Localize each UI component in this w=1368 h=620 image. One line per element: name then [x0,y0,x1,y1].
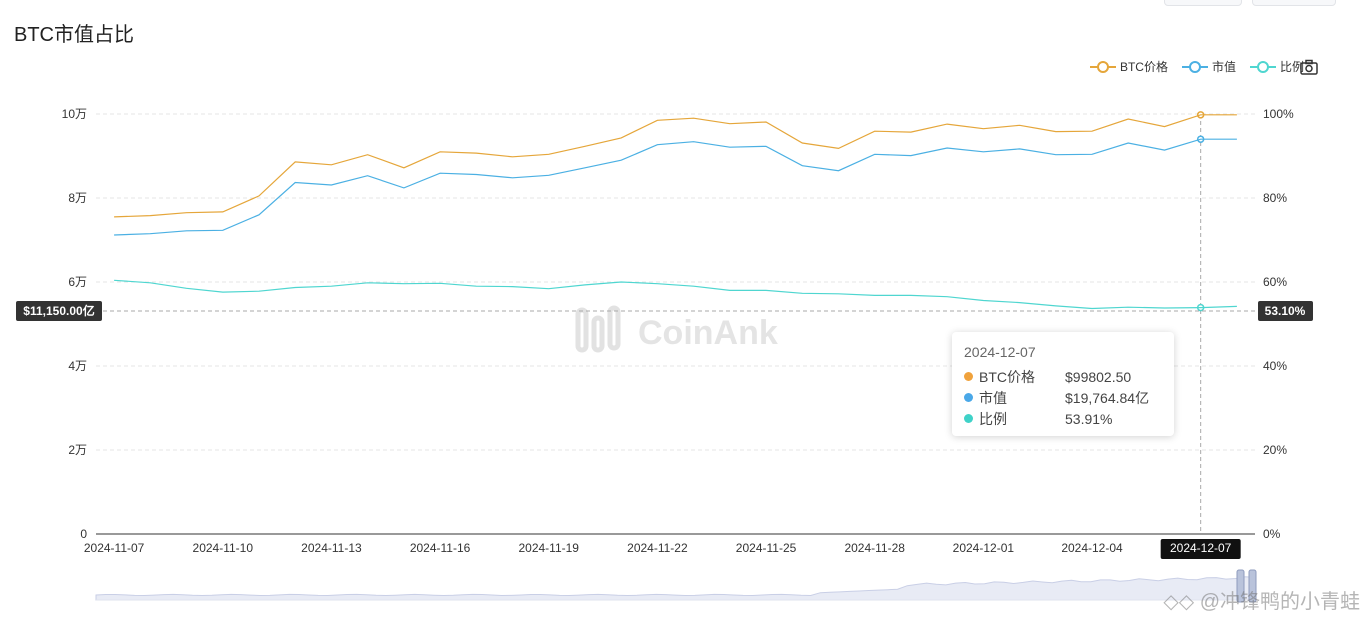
x-axis-tick-label: 2024-11-28 [844,541,905,555]
tooltip-series-value: $99802.50 [1065,368,1132,385]
camera-icon[interactable] [1300,59,1318,75]
right-axis-tick-label: 20% [1263,443,1287,457]
right-axis-tick-label: 80% [1263,191,1287,205]
right-axis-tick-label: 40% [1263,359,1287,373]
right-axis-tick-label: 60% [1263,275,1287,289]
left-axis-tick-label: 0 [80,527,87,541]
series-line[interactable] [114,279,1237,310]
axes: 0 2万 4万 6万 8万 10万 0% 20% 40% 60% 80% 100% 2024-11-07… [62,107,1294,555]
legend-label: 比例 [1279,60,1304,74]
legend-line-icon [1181,60,1208,74]
series-line[interactable] [114,114,1237,218]
data-zoom-slider[interactable] [95,569,1257,603]
left-axis-pointer-label: $11,150.00亿 [23,303,94,318]
tooltip-series-name: 比例 [979,410,1007,427]
legend-item-ratio[interactable]: 比例 [1249,58,1304,75]
right-axis-tick-label: 0% [1263,527,1281,541]
tooltip-row: BTC价格 $99802.50 [964,366,1162,387]
x-axis-tick-label: 2024-12-01 [953,541,1015,555]
zoom-overview-area [95,576,1256,601]
page-title: BTC市值占比 [14,24,134,46]
legend-item-market-cap[interactable]: 市值 [1181,58,1236,75]
x-axis-pointer-label-bg [1160,539,1241,559]
x-axis-tick-label: 2024-11-07 [84,541,145,555]
series-lines [114,114,1237,310]
teal-dot-icon [964,414,973,423]
legend-line-icon [1089,60,1116,74]
x-axis-tick-label: 2024-11-25 [736,541,797,555]
tooltip-series-value: $19,764.84亿 [1065,389,1150,406]
toolbar-tab[interactable] [1252,0,1336,6]
toolbar-tab[interactable] [1164,0,1242,6]
legend-label: BTC价格 [1119,60,1168,74]
axis-pointer: $11,150.00亿 53.10% [16,111,1313,559]
series-line[interactable] [114,138,1237,236]
left-axis-tick-label: 8万 [68,191,87,205]
coinank-watermark: CoinAnk [575,305,778,353]
x-axis-tick-label: 2024-12-07 [1170,541,1232,555]
x-axis-tick-label: 2024-12-04 [1061,541,1123,555]
wechat-icon: ◇◇ [1163,591,1195,613]
legend-item-btc-price[interactable]: BTC价格 [1089,58,1168,75]
watermark-text: CoinAnk [638,314,778,352]
footer-watermark: ◇◇ @冲锋鸭的小青蛙 [1163,591,1360,613]
orange-dot-icon [964,372,973,381]
x-axis-tick-label: 2024-11-16 [410,541,471,555]
left-axis-pointer-label-bg [16,300,102,321]
left-axis-tick-label: 4万 [68,359,87,373]
zoom-handle[interactable] [1248,569,1257,603]
zoom-handle[interactable] [1236,569,1245,603]
x-axis-tick-label: 2024-11-10 [193,541,254,555]
tooltip-row: 市值 $19,764.84亿 [964,387,1162,408]
right-axis-pointer-label-bg [1258,300,1313,321]
x-axis-tick-label: 2024-11-22 [627,541,688,555]
blue-dot-icon [964,393,973,402]
tooltip-row: 比例 53.91% [964,408,1162,429]
x-axis-tick-label: 2024-11-13 [301,541,362,555]
left-axis-tick-label: 2万 [68,443,87,457]
left-axis-tick-label: 6万 [68,275,87,289]
chart-legend: BTC价格 市值 比例 [1089,58,1304,75]
left-axis-tick-label: 10万 [62,107,87,121]
right-axis-pointer-label: 53.10% [1265,304,1306,318]
legend-line-icon [1249,60,1276,74]
tooltip-series-name: BTC价格 [979,368,1035,385]
footer-watermark-text: 冲锋鸭的小青蛙 [1220,591,1360,613]
x-axis-tick-label: 2024-11-19 [518,541,579,555]
legend-label: 市值 [1211,60,1236,74]
tooltip-series-name: 市值 [979,389,1007,406]
right-axis-tick-label: 100% [1263,107,1294,121]
tooltip-series-value: 53.91% [1065,410,1113,427]
tooltip: 2024-12-07 BTC价格 $99802.50 市值 $19,764.84… [952,332,1174,436]
tooltip-date: 2024-12-07 [964,344,1036,360]
